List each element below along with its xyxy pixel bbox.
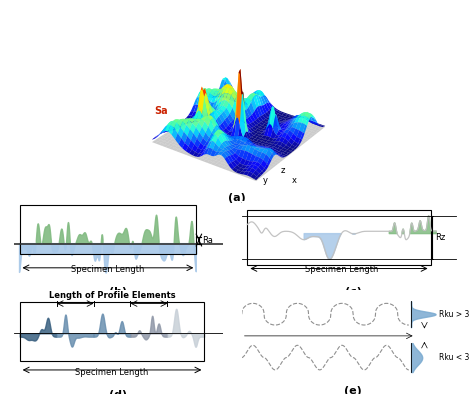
Text: Specimen Length: Specimen Length — [305, 265, 379, 274]
Text: Ra: Ra — [202, 236, 213, 245]
Text: Rku < 3: Rku < 3 — [439, 353, 469, 362]
Text: Specimen Length: Specimen Length — [71, 265, 145, 274]
Text: Rz: Rz — [435, 233, 446, 242]
Text: (d): (d) — [109, 390, 128, 394]
Bar — [247, 210, 430, 265]
Text: Length of Profile Elements: Length of Profile Elements — [49, 291, 175, 300]
Text: Specimen Length: Specimen Length — [75, 368, 149, 377]
Text: (a): (a) — [228, 193, 246, 203]
Text: Sa: Sa — [154, 106, 168, 116]
Bar — [19, 205, 196, 254]
Bar — [20, 302, 204, 361]
Text: (b): (b) — [109, 287, 128, 297]
Text: y: y — [263, 176, 268, 185]
Text: z: z — [280, 166, 285, 175]
Text: (e): (e) — [344, 386, 362, 394]
Text: (c): (c) — [345, 287, 362, 297]
Text: Rku > 3: Rku > 3 — [439, 310, 469, 319]
Text: x: x — [292, 176, 297, 185]
